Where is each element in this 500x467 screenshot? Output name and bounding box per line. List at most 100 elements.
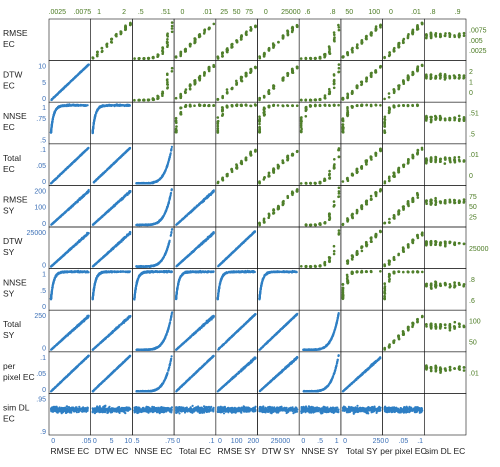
- point: [146, 182, 149, 185]
- point: [304, 57, 308, 60]
- point: [458, 159, 461, 163]
- point: [137, 98, 141, 102]
- point: [114, 34, 118, 37]
- point: [443, 117, 447, 121]
- point: [230, 45, 234, 48]
- point: [411, 103, 414, 107]
- point: [277, 40, 280, 44]
- point: [332, 31, 336, 34]
- point: [304, 182, 308, 185]
- cell-rmse_sy-vs-nnse_ec: [132, 185, 175, 228]
- point: [164, 210, 167, 213]
- point: [281, 78, 285, 82]
- point: [67, 82, 71, 85]
- point: [163, 171, 166, 174]
- point: [299, 182, 303, 185]
- cell-total_ec-vs-ppx_ec: [382, 143, 425, 186]
- point: [166, 73, 169, 76]
- point: [207, 27, 211, 31]
- point: [136, 223, 139, 227]
- point: [397, 167, 401, 170]
- point: [110, 41, 114, 44]
- point: [262, 114, 266, 117]
- point: [92, 124, 95, 127]
- point: [121, 197, 125, 200]
- point: [443, 162, 447, 165]
- point: [388, 110, 391, 114]
- point: [165, 40, 169, 44]
- point: [387, 92, 391, 95]
- cell-frame: [215, 185, 258, 228]
- point: [249, 68, 253, 71]
- point: [434, 157, 438, 161]
- point: [448, 156, 451, 160]
- point: [54, 94, 57, 98]
- point: [198, 104, 202, 107]
- point: [299, 118, 303, 121]
- point: [124, 195, 127, 198]
- point: [448, 74, 451, 78]
- point: [226, 174, 229, 177]
- point: [263, 176, 266, 179]
- point: [407, 33, 410, 36]
- point: [458, 34, 461, 37]
- point: [337, 155, 341, 158]
- point: [80, 153, 83, 156]
- point: [149, 181, 153, 184]
- point: [462, 116, 466, 119]
- point: [183, 90, 187, 93]
- point: [341, 130, 345, 133]
- point: [383, 221, 386, 225]
- point: [318, 97, 322, 101]
- point: [221, 108, 224, 112]
- point: [351, 46, 354, 50]
- point: [429, 75, 433, 78]
- cell-nnse_ec-vs-dtw_ec: [90, 101, 133, 145]
- point: [341, 97, 345, 101]
- point: [272, 46, 275, 49]
- point: [168, 197, 171, 200]
- point: [425, 157, 428, 161]
- point: [328, 172, 331, 176]
- point: [313, 223, 317, 226]
- cell-frame: [48, 101, 92, 145]
- point: [314, 98, 317, 102]
- point: [397, 104, 401, 107]
- point: [374, 69, 378, 72]
- point: [267, 214, 271, 218]
- cell-frame: [90, 101, 133, 145]
- point: [128, 23, 132, 27]
- point: [295, 65, 299, 69]
- point: [167, 203, 170, 206]
- point: [235, 40, 239, 44]
- point: [369, 32, 373, 36]
- point: [346, 220, 349, 223]
- point: [135, 182, 138, 185]
- point: [383, 125, 387, 128]
- point: [212, 22, 216, 26]
- point: [341, 180, 345, 183]
- point: [392, 105, 396, 108]
- point: [109, 165, 112, 169]
- point: [429, 160, 433, 163]
- point: [457, 118, 461, 121]
- point: [53, 111, 56, 114]
- point: [65, 83, 69, 87]
- point: [318, 223, 322, 226]
- point: [102, 105, 105, 108]
- point: [161, 50, 165, 54]
- point: [102, 172, 105, 175]
- point: [263, 110, 266, 113]
- point: [190, 209, 193, 212]
- point: [379, 104, 382, 107]
- point: [341, 55, 345, 58]
- point: [161, 94, 164, 97]
- point: [188, 83, 192, 86]
- point: [299, 125, 303, 129]
- point: [79, 71, 82, 74]
- point: [397, 170, 401, 174]
- point: [225, 92, 229, 95]
- point: [133, 57, 136, 60]
- point: [332, 205, 336, 208]
